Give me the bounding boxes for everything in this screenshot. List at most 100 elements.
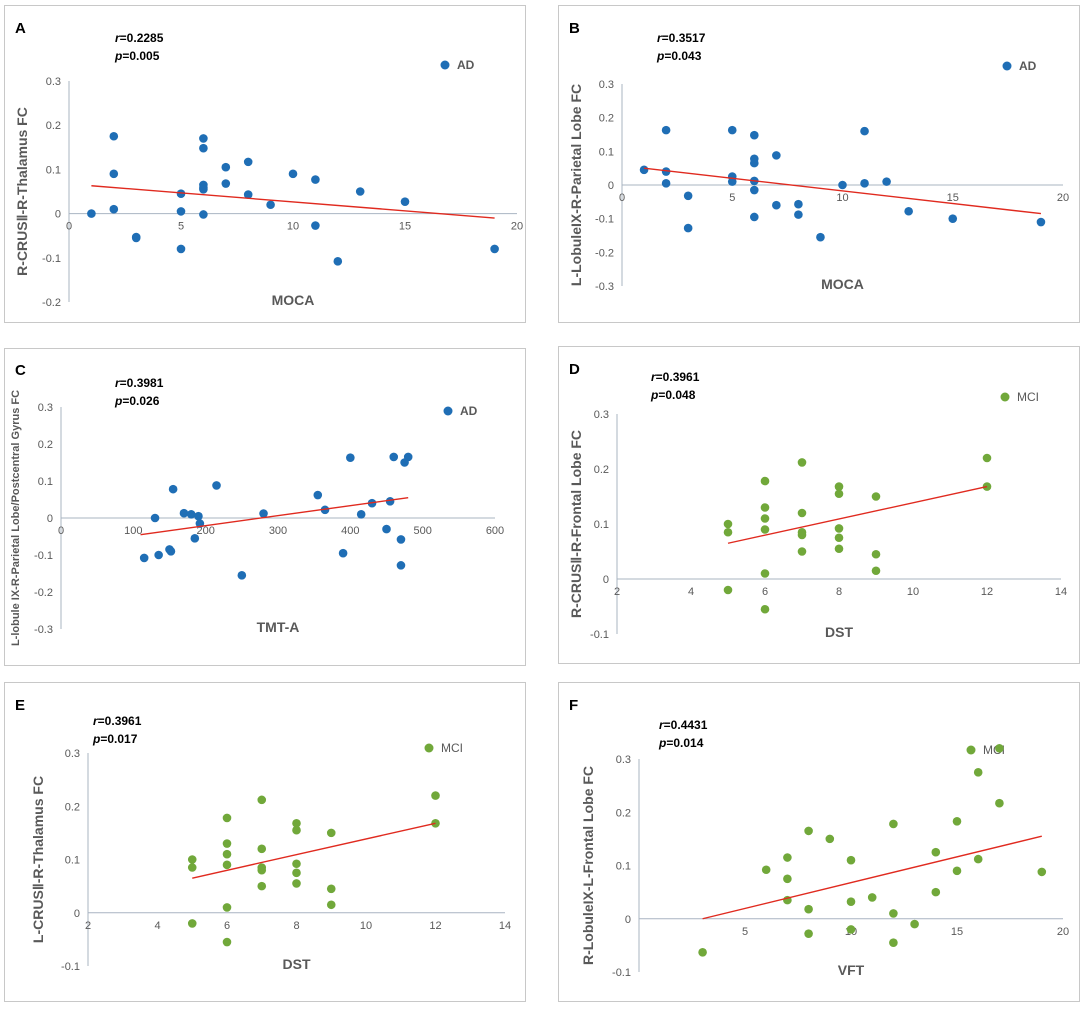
- data-point: [772, 151, 781, 160]
- data-point: [952, 817, 962, 826]
- x-axis-label: MOCA: [272, 292, 315, 308]
- data-point: [199, 134, 208, 143]
- stat-p-label: p=0.048: [650, 388, 696, 402]
- data-point: [222, 839, 232, 848]
- x-tick-label: 12: [981, 586, 993, 598]
- data-point: [661, 125, 671, 135]
- x-tick-label: 14: [499, 920, 511, 932]
- data-point: [838, 180, 847, 190]
- stat-r-label: r=0.2285: [115, 31, 164, 45]
- x-axis-label: VFT: [838, 962, 865, 978]
- data-point: [266, 200, 275, 210]
- data-point: [931, 847, 941, 857]
- x-tick-label: 0: [619, 192, 625, 204]
- data-point: [834, 533, 844, 543]
- data-point: [222, 937, 232, 947]
- data-point: [257, 844, 267, 854]
- y-tick-label: 0: [608, 180, 614, 192]
- data-point: [320, 505, 330, 515]
- y-tick-label: 0.2: [616, 807, 631, 819]
- data-point: [973, 854, 983, 864]
- stat-p-label: p=0.043: [656, 49, 702, 63]
- y-tick-label: 0.2: [46, 120, 61, 132]
- legend-marker: [1000, 392, 1010, 402]
- x-tick-label: 6: [224, 920, 230, 932]
- y-axis-label: L-CRUSⅡ-R-Thalamus FC: [30, 776, 46, 943]
- x-tick-label: 0: [58, 525, 64, 537]
- data-point: [222, 849, 232, 859]
- stat-r-value: =0.3961: [98, 714, 142, 728]
- x-tick-label: 4: [688, 586, 694, 598]
- data-point: [661, 167, 671, 176]
- data-point: [356, 510, 366, 519]
- data-point: [761, 865, 771, 875]
- data-point: [237, 571, 247, 580]
- x-tick-label: 2: [614, 586, 620, 598]
- x-tick-label: 15: [947, 192, 959, 204]
- stat-r-label: r=0.3517: [657, 31, 706, 45]
- data-point: [904, 206, 913, 216]
- y-tick-label: 0.2: [65, 801, 80, 813]
- data-point: [243, 157, 253, 167]
- data-point: [797, 547, 807, 556]
- stat-r-symbol: r: [93, 714, 99, 728]
- x-axis-label: DST: [283, 956, 311, 972]
- scatter-plot: 0.30.20.10-0.15101520VFTR-LobuleIX-L-Fro…: [580, 718, 1069, 979]
- data-point: [190, 534, 200, 543]
- data-point: [176, 189, 186, 199]
- data-point: [889, 938, 898, 948]
- data-point: [176, 244, 186, 254]
- stat-p-symbol: p: [114, 49, 122, 63]
- stat-p-value: =0.014: [666, 736, 703, 750]
- data-point: [186, 510, 196, 519]
- x-tick-label: 500: [413, 525, 431, 537]
- data-point: [431, 791, 440, 800]
- x-tick-label: 5: [729, 192, 735, 204]
- data-point: [355, 187, 365, 196]
- panel-letter: D: [569, 361, 580, 378]
- data-point: [139, 553, 149, 563]
- y-tick-label: -0.3: [34, 624, 53, 636]
- y-axis-label: L-LobuleIX-R-Parietal Lobe FC: [568, 84, 584, 286]
- x-tick-label: 300: [269, 525, 287, 537]
- data-point: [910, 919, 919, 929]
- y-tick-label: 0.1: [46, 164, 61, 176]
- data-point: [490, 244, 499, 254]
- legend-marker: [443, 406, 453, 416]
- data-point: [1036, 217, 1046, 227]
- y-tick-label: 0.2: [38, 439, 53, 451]
- data-point: [1037, 867, 1047, 877]
- x-tick-label: 600: [486, 525, 504, 537]
- x-axis-label: MOCA: [821, 276, 864, 292]
- trend-line: [140, 496, 409, 536]
- data-point: [846, 855, 856, 865]
- stat-p-value: =0.017: [100, 732, 137, 746]
- scatter-plot: 0.3 0.2 0.1 0 -0.1 -0.2 -0.3 0 100 200 300 400 500 60…: [10, 376, 504, 646]
- data-point: [292, 868, 301, 878]
- data-point: [973, 768, 983, 777]
- stat-p-symbol: p: [650, 388, 658, 402]
- data-point: [187, 855, 197, 864]
- data-point: [333, 257, 343, 266]
- data-point: [292, 818, 301, 828]
- data-point: [661, 179, 671, 188]
- data-point: [760, 525, 770, 534]
- data-point: [727, 177, 737, 186]
- data-point: [760, 569, 770, 578]
- y-tick-label: 0.3: [616, 754, 631, 766]
- data-point: [257, 795, 267, 805]
- y-axis-label: L-lobule IX-R-Parietal Lobe/Postcentral …: [10, 390, 22, 646]
- data-point: [750, 130, 759, 140]
- data-point: [199, 210, 208, 219]
- data-point: [794, 199, 803, 209]
- trend-line: [643, 167, 1042, 215]
- data-point: [292, 879, 301, 888]
- data-point: [313, 490, 323, 500]
- stat-p-value: =0.026: [122, 394, 159, 408]
- data-point: [698, 947, 707, 957]
- y-tick-label: 0.1: [65, 855, 80, 867]
- trend-line: [192, 822, 436, 879]
- y-tick-label: 0: [55, 209, 61, 221]
- data-point: [326, 900, 336, 910]
- stat-p-symbol: p: [92, 732, 100, 746]
